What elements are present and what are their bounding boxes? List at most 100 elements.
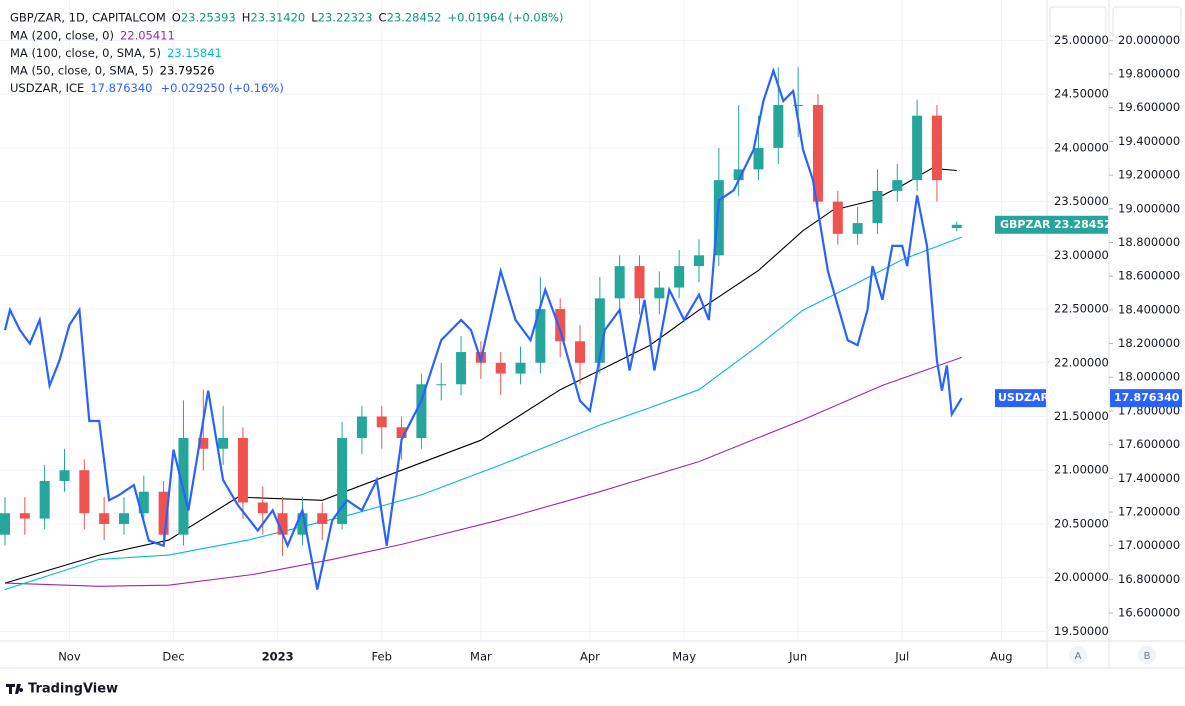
scale-mode-label: A <box>1075 651 1082 662</box>
price-tag-value: 17.876340 <box>1114 391 1180 404</box>
candle-body <box>614 266 625 299</box>
y2-tick-label: 19.800000 <box>1118 67 1180 81</box>
candle-body <box>198 438 209 449</box>
candle-body <box>733 169 744 181</box>
candle-body <box>515 362 526 374</box>
candle-body <box>218 438 229 449</box>
candle-body <box>257 502 268 514</box>
price-tag-box <box>995 389 1046 408</box>
y-tick-label: 21.50000 <box>1054 409 1109 423</box>
legend-text: 22.05411 <box>120 29 175 43</box>
price-tag-name: USDZAR <box>998 391 1049 404</box>
candle-body <box>297 513 308 535</box>
candle-body <box>793 104 804 106</box>
candle-body <box>852 223 863 234</box>
y-tick-label: 23.00000 <box>1054 248 1109 262</box>
legend-text: 23.31420 <box>250 11 305 25</box>
candle-body <box>575 341 586 363</box>
legend-text: 23.15841 <box>167 46 222 60</box>
candle-body <box>812 104 823 202</box>
candle-body <box>773 104 784 148</box>
y-tick-label: 24.50000 <box>1054 87 1109 101</box>
legend-text: +0.01964 (+0.08%) <box>447 11 563 25</box>
y2-tick-label: 18.600000 <box>1118 269 1180 283</box>
y2-tick-label: 17.400000 <box>1118 471 1180 485</box>
scale-settings-button[interactable] <box>1112 6 1182 38</box>
plot-area <box>0 0 1046 640</box>
candle-body <box>0 513 10 535</box>
price-tag-box <box>995 215 1108 234</box>
legend-text: +0.029250 (+0.16%) <box>161 81 284 95</box>
x-tick-label: Apr <box>580 650 600 664</box>
candle-body <box>594 298 605 363</box>
x-tick-label: Dec <box>162 650 184 664</box>
candle-body <box>99 513 110 524</box>
price-tag-value: 23.28452 <box>1054 218 1112 231</box>
y-tick-label: 24.00000 <box>1054 140 1109 154</box>
candle-body <box>356 416 367 439</box>
x-tick-label: Feb <box>372 650 392 664</box>
candle-body <box>634 266 645 299</box>
y2-tick-label: 16.600000 <box>1118 606 1180 620</box>
candle-body <box>951 224 962 229</box>
y2-tick-label: 18.400000 <box>1118 302 1180 316</box>
legend-text: H <box>242 11 251 25</box>
brand-logo <box>6 684 24 694</box>
candle-body <box>317 513 328 524</box>
legend-text: C <box>379 11 387 25</box>
y2-tick-label: 20.000000 <box>1118 33 1180 47</box>
y2-tick-label: 18.800000 <box>1118 235 1180 249</box>
candle-body <box>872 190 883 224</box>
scale-mode-button[interactable] <box>1138 646 1156 664</box>
candle-body <box>118 513 129 524</box>
y-tick-label: 25.00000 <box>1054 33 1109 47</box>
x-tick-label: Jul <box>894 650 909 664</box>
candle-body <box>376 416 387 428</box>
series-line <box>4 356 962 587</box>
candle-body <box>79 470 90 514</box>
candle-body <box>931 115 942 181</box>
brand-name: TradingView <box>28 682 118 697</box>
y2-tick-label: 19.200000 <box>1118 168 1180 182</box>
x-tick-label: May <box>672 650 696 664</box>
candle-body <box>674 266 685 288</box>
legend-text: L <box>311 11 318 25</box>
x-tick-label: 2023 <box>262 650 294 664</box>
y2-tick-label: 19.600000 <box>1118 100 1180 114</box>
y-tick-label: 19.50000 <box>1054 624 1109 638</box>
legend-text: MA (50, close, 0, SMA, 5) <box>10 64 154 78</box>
scale-mode-button[interactable] <box>1069 646 1087 664</box>
candle-body <box>555 309 566 342</box>
y-tick-label: 21.00000 <box>1054 463 1109 477</box>
legend-text: GBP/ZAR, 1D, CAPITALCOM <box>10 11 166 25</box>
candle-body <box>39 480 50 519</box>
candle-body <box>337 438 348 524</box>
candle-body <box>396 427 407 439</box>
legend-text: MA (200, close, 0) <box>10 29 114 43</box>
legend-text: USDZAR, ICE <box>10 81 84 95</box>
candle-body <box>912 115 923 181</box>
x-tick-label: Mar <box>470 650 492 664</box>
x-tick-label: Aug <box>990 650 1012 664</box>
candle-body <box>535 309 546 363</box>
candle-body <box>713 180 724 256</box>
candle-body <box>436 384 447 386</box>
candle-body <box>138 491 149 514</box>
series-line <box>4 236 962 591</box>
price-tag-box <box>1110 389 1182 408</box>
y2-tick-label: 18.200000 <box>1118 336 1180 350</box>
scale-mode-label: B <box>1144 651 1151 662</box>
y2-tick-label: 17.000000 <box>1118 538 1180 552</box>
candle-body <box>654 287 665 299</box>
legend-text: 17.876340 <box>90 81 152 95</box>
legend-text: 23.79526 <box>160 64 215 78</box>
x-tick-label: Nov <box>58 650 81 664</box>
candle-body <box>158 491 169 535</box>
x-tick-label: Jun <box>788 650 807 664</box>
legend-text: 23.25393 <box>181 11 236 25</box>
y2-tick-label: 17.600000 <box>1118 437 1180 451</box>
scale-settings-button[interactable] <box>1049 6 1107 38</box>
